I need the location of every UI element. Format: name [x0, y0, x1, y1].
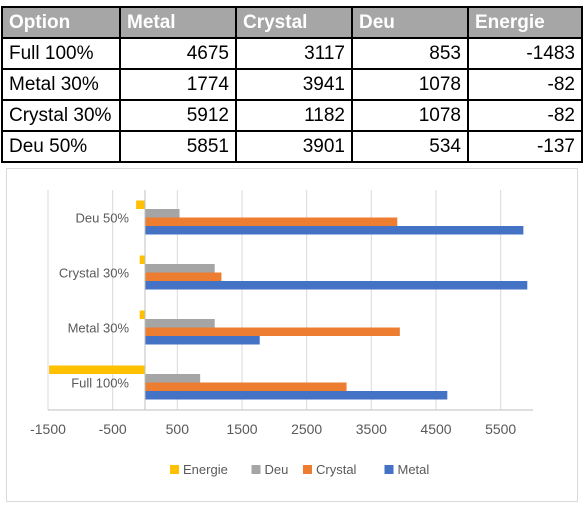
cell-metal: 1774	[119, 68, 237, 101]
legend-swatch-energie	[170, 465, 179, 474]
bar-energie	[136, 200, 145, 209]
header-crystal: Crystal	[235, 6, 353, 39]
bar-metal	[145, 391, 448, 400]
x-tick-label: 1500	[226, 421, 257, 437]
bar-crystal	[145, 217, 398, 226]
cell-metal: 5912	[119, 99, 237, 132]
cell-energie: -82	[467, 99, 583, 132]
legend: Energie Deu Crystal Metal	[170, 462, 429, 477]
bar-crystal	[145, 327, 400, 336]
bar-energie	[139, 255, 145, 264]
header-deu: Deu	[351, 6, 469, 39]
legend-label-deu: Deu	[265, 462, 289, 477]
bar-energie	[49, 365, 145, 374]
bar-energie	[139, 310, 145, 319]
x-tick-label: 500	[166, 421, 190, 437]
category-label: Crystal 30%	[59, 266, 130, 281]
header-energie: Energie	[467, 6, 583, 39]
x-tick-label: 5500	[485, 421, 516, 437]
bar-crystal	[145, 382, 347, 391]
table-row: Crystal 30% 5912 1182 1078 -82	[1, 99, 583, 132]
bar-metal	[145, 336, 260, 345]
row-label: Deu 50%	[1, 130, 121, 163]
table-header-row: Option Metal Crystal Deu Energie	[1, 6, 583, 39]
bar-metal	[145, 226, 524, 235]
cell-deu: 1078	[351, 68, 469, 101]
legend-swatch-metal	[384, 465, 394, 474]
x-tick-label: 4500	[420, 421, 451, 437]
legend-label-crystal: Crystal	[316, 462, 357, 477]
cell-energie: -82	[467, 68, 583, 101]
table-row: Deu 50% 5851 3901 534 -137	[1, 130, 583, 163]
data-table: Option Metal Crystal Deu Energie Full 10…	[1, 6, 583, 163]
table-row: Metal 30% 1774 3941 1078 -82	[1, 68, 583, 101]
header-metal: Metal	[119, 6, 237, 39]
x-tick-label: -1500	[30, 421, 66, 437]
bar-deu	[145, 264, 215, 273]
axes: -1500 -500 500 1500 2500 3500 4500 5500 Full 100…	[30, 190, 533, 437]
x-tick-label: -500	[99, 421, 127, 437]
header-option: Option	[1, 6, 121, 39]
cell-crystal: 3117	[235, 37, 353, 70]
bar-deu	[145, 209, 180, 218]
legend-label-metal: Metal	[398, 462, 430, 477]
bar-deu	[145, 319, 215, 328]
row-label: Crystal 30%	[1, 99, 121, 132]
legend-label-energie: Energie	[183, 462, 228, 477]
cell-deu: 853	[351, 37, 469, 70]
row-label: Metal 30%	[1, 68, 121, 101]
bars	[49, 200, 528, 400]
legend-swatch-crystal	[303, 465, 312, 474]
cell-energie: -1483	[467, 37, 583, 70]
cell-energie: -137	[467, 130, 583, 163]
category-label: Full 100%	[71, 376, 129, 391]
bar-crystal	[145, 272, 222, 281]
cell-deu: 534	[351, 130, 469, 163]
bar-deu	[145, 374, 201, 383]
cell-crystal: 3941	[235, 68, 353, 101]
cell-metal: 5851	[119, 130, 237, 163]
cell-metal: 4675	[119, 37, 237, 70]
cell-deu: 1078	[351, 99, 469, 132]
table-row: Full 100% 4675 3117 853 -1483	[1, 37, 583, 70]
x-tick-label: 3500	[356, 421, 387, 437]
category-label: Deu 50%	[76, 211, 130, 226]
x-tick-label: 2500	[291, 421, 322, 437]
cell-crystal: 3901	[235, 130, 353, 163]
cell-crystal: 1182	[235, 99, 353, 132]
category-label: Metal 30%	[68, 321, 130, 336]
row-label: Full 100%	[1, 37, 121, 70]
bar-metal	[145, 281, 528, 290]
legend-swatch-deu	[251, 465, 261, 474]
